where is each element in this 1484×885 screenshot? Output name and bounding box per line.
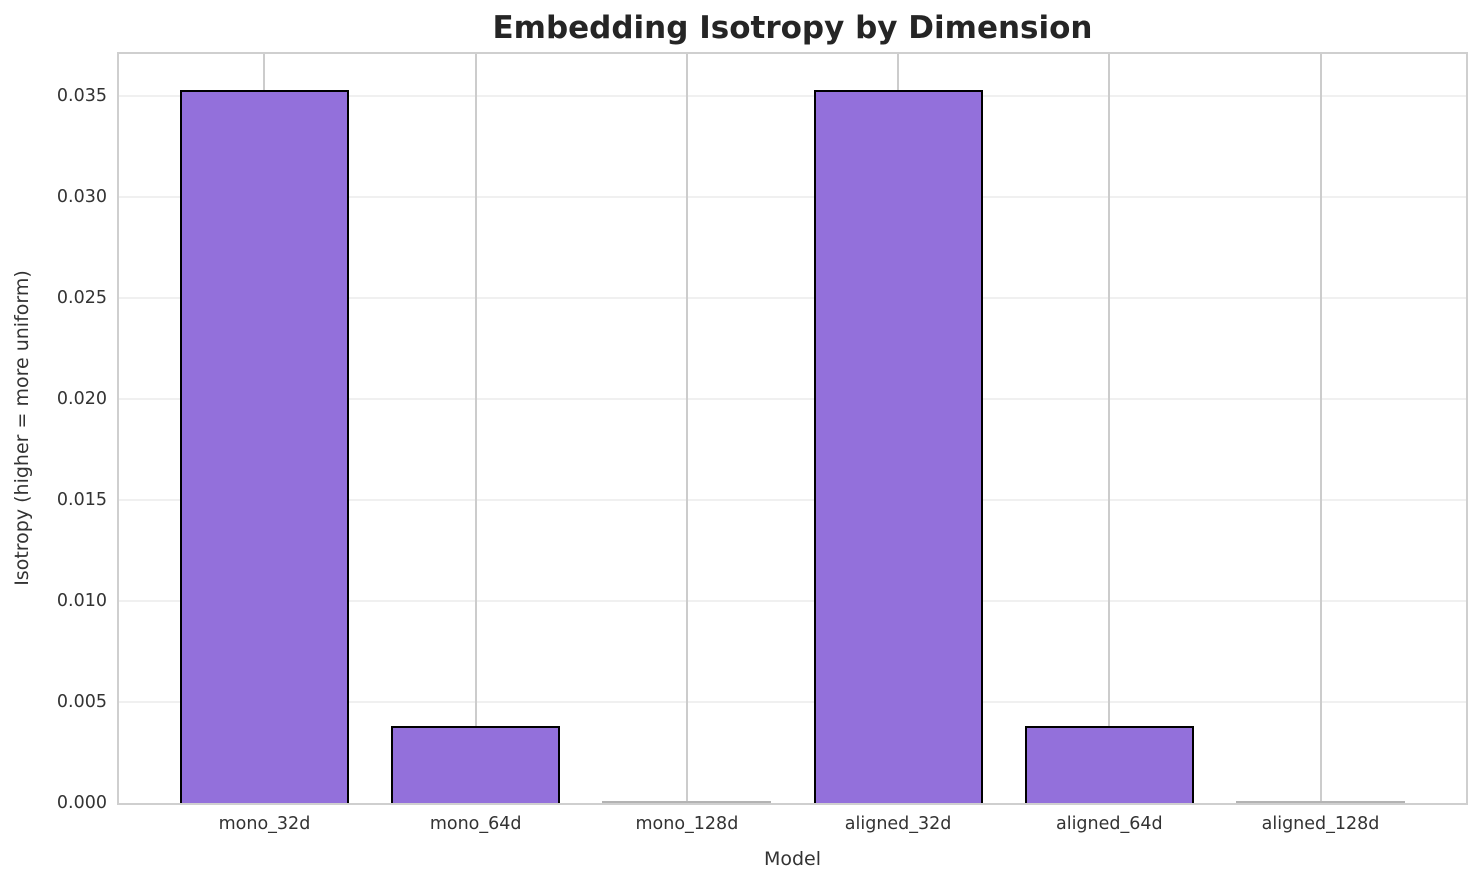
gridline-horizontal (119, 600, 1466, 603)
gridline-horizontal (119, 701, 1466, 704)
y-tick-label: 0.005 (56, 692, 107, 713)
y-axis-label: Isotropy (higher = more uniform) (11, 270, 33, 586)
y-tick-label: 0.015 (56, 490, 107, 511)
x-tick-label: mono_128d (635, 814, 739, 834)
bar-mono_32d (179, 90, 349, 803)
chart-title: Embedding Isotropy by Dimension (492, 10, 1093, 46)
y-tick-label: 0.030 (56, 187, 107, 208)
gridline-vertical (474, 54, 477, 803)
x-axis-label: Model (763, 848, 822, 870)
plot-area (117, 52, 1468, 805)
gridline-vertical (685, 54, 688, 803)
gridline-vertical (1319, 54, 1322, 803)
gridline-horizontal (119, 196, 1466, 199)
x-tick-label: aligned_32d (844, 814, 952, 834)
bar-mono_64d (391, 726, 561, 803)
bar-aligned_64d (1024, 726, 1194, 803)
bar-mono_128d (602, 801, 772, 803)
y-tick-label: 0.010 (56, 591, 107, 612)
gridline-horizontal (119, 398, 1466, 401)
x-tick-label: aligned_64d (1055, 814, 1163, 834)
x-tick-label: mono_64d (429, 814, 522, 834)
gridline-vertical (1108, 54, 1111, 803)
gridline-horizontal (119, 297, 1466, 300)
gridline-horizontal (119, 95, 1466, 98)
y-tick-label: 0.000 (56, 793, 107, 813)
x-tick-label: mono_32d (218, 814, 311, 834)
y-tick-label: 0.025 (56, 288, 107, 309)
gridline-horizontal (119, 499, 1466, 502)
x-tick-label: aligned_128d (1261, 814, 1380, 834)
y-tick-label: 0.020 (56, 389, 107, 410)
y-tick-label: 0.035 (56, 86, 107, 107)
bar-aligned_128d (1236, 801, 1405, 803)
bar-aligned_32d (813, 90, 983, 803)
